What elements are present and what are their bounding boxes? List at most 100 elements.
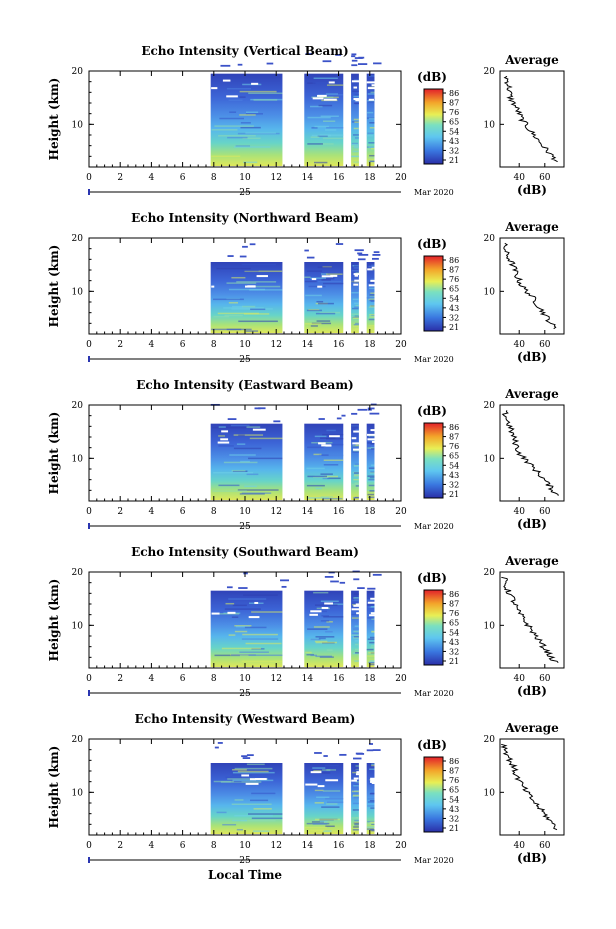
heatmap-streak: [352, 771, 359, 774]
heatmap-streak: [368, 306, 375, 309]
sparse-echo: [324, 575, 334, 578]
heatmap-streak: [322, 137, 344, 140]
x-tick-label: 16: [333, 674, 345, 684]
heatmap-streak: [326, 803, 338, 805]
panel-1: [88, 237, 565, 362]
x-tick-label: 18: [364, 841, 376, 851]
x-tick-label: 10: [239, 340, 251, 350]
heatmap-streak: [367, 638, 375, 640]
heatmap-streak: [367, 798, 375, 800]
heatmap-streak: [351, 143, 359, 146]
heatmap-streak: [231, 469, 246, 472]
heatmap-streak: [239, 114, 256, 116]
heatmap-gap: [321, 606, 329, 609]
average-y-tick-label: 10: [484, 120, 496, 130]
x-tick-label: 4: [149, 674, 155, 684]
heatmap-streak: [351, 281, 359, 283]
heatmap-streak: [310, 829, 325, 832]
heatmap-streak: [354, 302, 359, 305]
heatmap-streak: [354, 79, 359, 81]
heatmap-streak: [228, 99, 243, 102]
heatmap-streak: [322, 769, 331, 771]
average-x-tick-label: 40: [513, 173, 525, 183]
heatmap-streak: [368, 484, 375, 487]
date-month-year-label: Mar 2020: [414, 689, 454, 698]
heatmap-streak: [307, 628, 328, 630]
heatmap-streak: [305, 323, 322, 325]
heatmap-streak: [366, 604, 375, 606]
panel-4: [88, 738, 565, 863]
heatmap-streak: [235, 145, 251, 147]
heatmap-streak: [352, 307, 359, 310]
average-y-tick-label: 10: [484, 788, 496, 798]
heatmap-streak: [368, 662, 375, 664]
sparse-echo: [306, 256, 315, 259]
heatmap-streak: [311, 96, 334, 99]
heatmap-gap: [369, 614, 382, 617]
heatmap-streak: [314, 802, 324, 804]
sparse-echo: [214, 746, 219, 749]
sparse-echo: [372, 749, 381, 751]
x-tick-label: 12: [270, 507, 281, 517]
sparse-echo: [353, 757, 362, 760]
heatmap-streak: [228, 634, 236, 636]
heatmap-streak: [354, 597, 359, 599]
heatmap-streak: [319, 656, 334, 658]
heatmap-streak: [244, 270, 283, 273]
x-tick-label: 2: [117, 507, 123, 517]
heatmap-streak: [315, 312, 336, 315]
heatmap-streak: [232, 768, 247, 771]
date-day-label: 25: [239, 689, 251, 699]
heatmap-streak: [353, 794, 359, 797]
heatmap-streak: [306, 309, 322, 312]
heatmap-streak: [252, 830, 270, 832]
sparse-echo: [366, 749, 374, 752]
colorbar-tick-label: 87: [449, 99, 459, 108]
average-x-tick-label: 40: [513, 674, 525, 684]
y-tick-label: 20: [72, 735, 84, 745]
heatmap-streak: [368, 156, 375, 159]
x-tick-label: 14: [302, 340, 314, 350]
heatmap-streak: [351, 790, 359, 793]
heatmap-gap: [371, 440, 385, 443]
heatmap-streak: [248, 457, 283, 460]
average-profile-line: [503, 75, 558, 163]
heatmap-streak: [355, 444, 359, 446]
heatmap-streak: [369, 154, 375, 157]
heatmap-streak: [218, 445, 234, 447]
heatmap-streak: [304, 280, 317, 283]
heatmap-gap: [370, 429, 376, 432]
heatmap-streak: [353, 118, 359, 121]
x-tick-label: 8: [211, 173, 217, 183]
heatmap-streak: [370, 292, 375, 294]
heatmap-streak: [370, 443, 375, 445]
heatmap-streak: [214, 125, 254, 127]
heatmap-streak: [307, 116, 331, 119]
heatmap-streak: [238, 434, 245, 437]
heatmap-streak: [325, 825, 335, 828]
heatmap-streak: [229, 111, 237, 113]
heatmap-gap: [352, 442, 364, 445]
sparse-echo: [330, 580, 339, 583]
heatmap-streak: [355, 643, 359, 646]
heatmap-streak: [326, 443, 344, 446]
heatmap-streak: [225, 776, 242, 779]
heatmap-streak: [318, 454, 344, 457]
heatmap-streak: [354, 823, 359, 826]
x-tick-label: 20: [395, 340, 407, 350]
heatmap-streak: [304, 276, 311, 279]
sparse-echo: [305, 53, 313, 55]
heatmap-streak: [369, 299, 375, 302]
y-axis-label: Height (km): [47, 746, 61, 829]
heatmap-streak: [321, 615, 329, 617]
heatmap-streak: [353, 450, 359, 452]
heatmap-streak: [353, 593, 359, 595]
heatmap-streak: [352, 637, 359, 639]
heatmap-gap: [249, 778, 257, 781]
heatmap-streak: [370, 91, 375, 94]
heatmap-gap: [355, 603, 361, 606]
sparse-echo: [367, 407, 375, 410]
heatmap-streak: [227, 136, 248, 139]
heatmap-streak: [244, 485, 257, 488]
heatmap-streak: [236, 281, 277, 283]
